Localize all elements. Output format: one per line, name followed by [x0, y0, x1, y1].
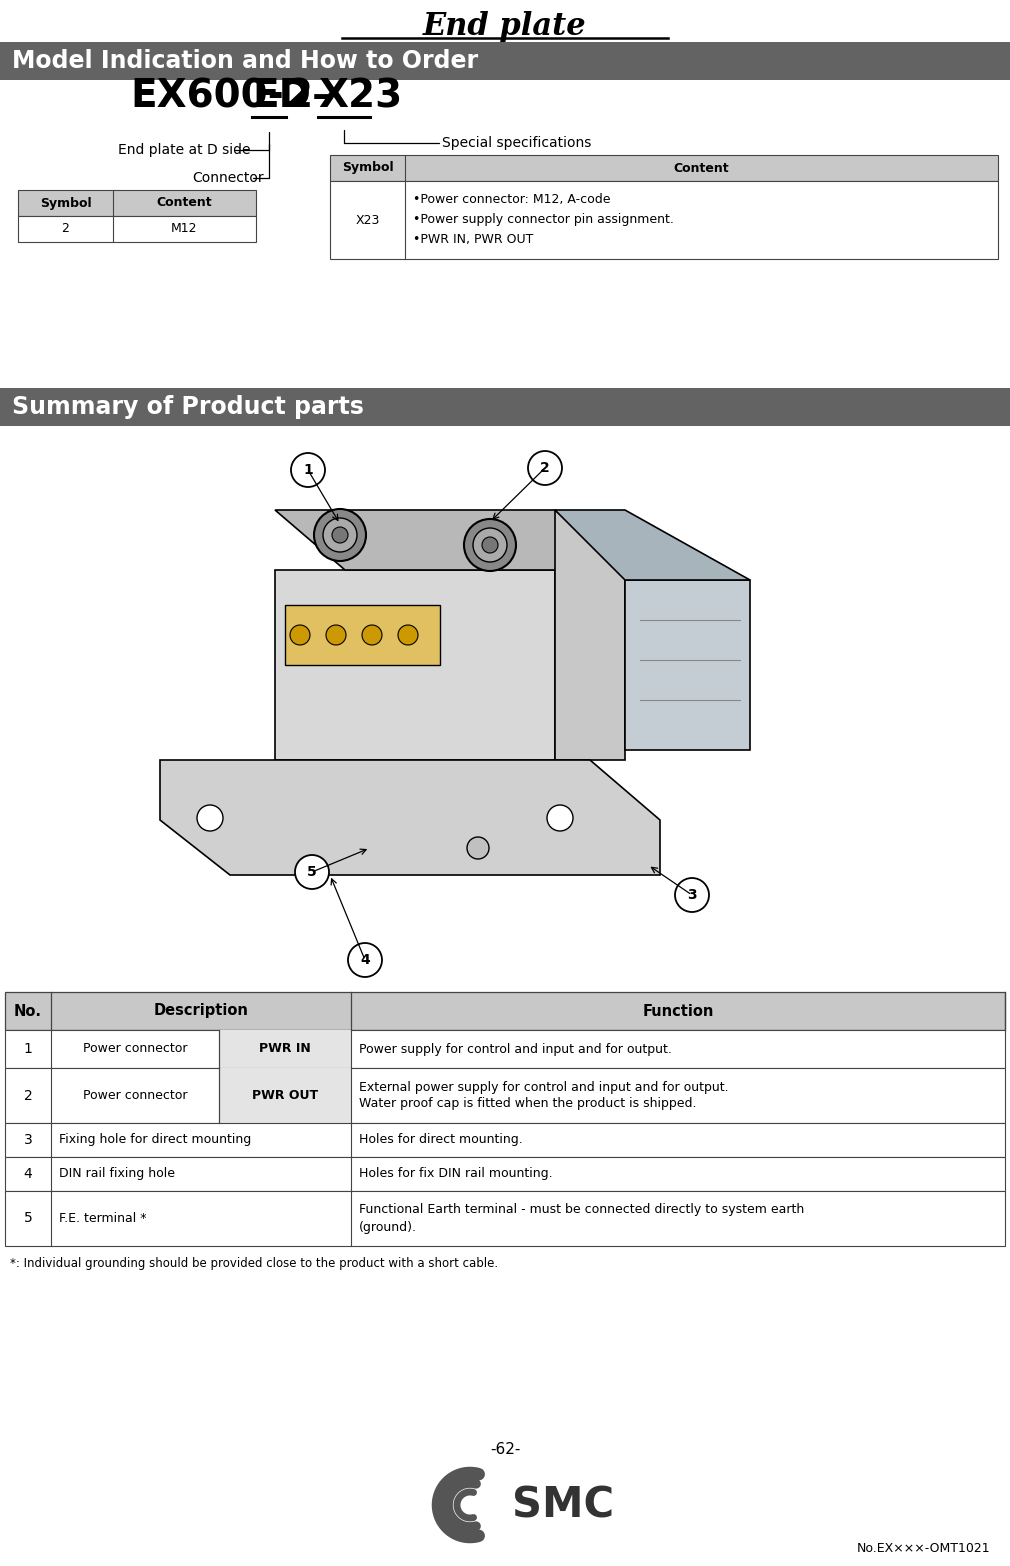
Bar — [5, 1068, 1005, 1123]
Text: 1: 1 — [23, 1041, 32, 1055]
Text: ED: ED — [252, 77, 311, 114]
Bar — [5, 991, 1005, 1030]
Text: 2–: 2– — [286, 77, 332, 114]
Circle shape — [467, 836, 489, 860]
Bar — [330, 155, 998, 182]
Text: *: Individual grounding should be provided close to the product with a short cab: *: Individual grounding should be provid… — [10, 1257, 498, 1270]
Text: 5: 5 — [23, 1212, 32, 1226]
Circle shape — [482, 537, 498, 553]
Bar — [18, 189, 256, 216]
Text: Power supply for control and input and for output.: Power supply for control and input and f… — [359, 1043, 672, 1055]
Bar — [5, 1030, 1005, 1068]
Bar — [0, 42, 1010, 80]
Text: 5: 5 — [307, 864, 317, 879]
Text: M12: M12 — [172, 222, 198, 235]
Text: •Power supply connector pin assignment.: •Power supply connector pin assignment. — [413, 213, 674, 226]
Text: •PWR IN, PWR OUT: •PWR IN, PWR OUT — [413, 232, 533, 246]
Text: 2: 2 — [540, 460, 549, 474]
Text: Description: Description — [154, 1004, 248, 1018]
Text: •Power connector: M12, A-code: •Power connector: M12, A-code — [413, 193, 610, 205]
Circle shape — [290, 625, 310, 645]
Polygon shape — [275, 511, 625, 570]
Circle shape — [398, 625, 418, 645]
Circle shape — [323, 518, 357, 551]
Bar — [0, 388, 1010, 426]
Text: SMC: SMC — [512, 1485, 614, 1525]
Text: End plate at D side: End plate at D side — [118, 143, 250, 157]
Bar — [5, 1157, 1005, 1192]
Polygon shape — [556, 511, 625, 760]
Text: DIN rail fixing hole: DIN rail fixing hole — [59, 1168, 175, 1181]
Text: No.EX×××-OMT1021: No.EX×××-OMT1021 — [856, 1541, 990, 1555]
Circle shape — [332, 528, 348, 543]
Text: Model Indication and How to Order: Model Indication and How to Order — [12, 49, 478, 74]
Text: 3: 3 — [23, 1132, 32, 1146]
Polygon shape — [625, 579, 750, 750]
Text: External power supply for control and input and for output.
Water proof cap is f: External power supply for control and in… — [359, 1081, 728, 1110]
Circle shape — [314, 509, 366, 561]
Text: Holes for direct mounting.: Holes for direct mounting. — [359, 1134, 523, 1146]
Text: 4: 4 — [361, 954, 370, 966]
Text: F.E. terminal *: F.E. terminal * — [59, 1212, 146, 1225]
Text: X23: X23 — [356, 213, 380, 227]
Text: 4: 4 — [23, 1167, 32, 1181]
Text: X23: X23 — [318, 77, 402, 114]
Text: Content: Content — [674, 161, 729, 174]
Circle shape — [473, 528, 507, 562]
Polygon shape — [160, 760, 660, 875]
Circle shape — [348, 943, 382, 977]
Text: 2: 2 — [62, 222, 70, 235]
Circle shape — [197, 805, 223, 832]
Text: Special specifications: Special specifications — [442, 136, 592, 150]
Circle shape — [675, 879, 709, 911]
Text: Holes for fix DIN rail mounting.: Holes for fix DIN rail mounting. — [359, 1168, 552, 1181]
Text: No.: No. — [14, 1004, 42, 1018]
Text: End plate: End plate — [423, 11, 587, 42]
Polygon shape — [285, 604, 440, 666]
Text: Symbol: Symbol — [341, 161, 393, 174]
Text: Content: Content — [157, 196, 212, 210]
Text: -62-: -62- — [490, 1442, 520, 1458]
Text: Function: Function — [642, 1004, 714, 1018]
Text: PWR IN: PWR IN — [260, 1043, 311, 1055]
Text: 3: 3 — [687, 888, 697, 902]
Bar — [5, 1123, 1005, 1157]
Bar — [5, 1192, 1005, 1247]
Text: Functional Earth terminal - must be connected directly to system earth
(ground).: Functional Earth terminal - must be conn… — [359, 1204, 804, 1234]
Polygon shape — [556, 511, 750, 579]
Circle shape — [326, 625, 346, 645]
Bar — [330, 182, 998, 258]
Text: PWR OUT: PWR OUT — [251, 1088, 318, 1102]
Text: Fixing hole for direct mounting: Fixing hole for direct mounting — [59, 1134, 251, 1146]
Text: 2: 2 — [23, 1088, 32, 1102]
Bar — [18, 216, 256, 243]
Text: 1: 1 — [303, 464, 313, 478]
Circle shape — [291, 453, 325, 487]
Text: Symbol: Symbol — [39, 196, 91, 210]
Circle shape — [295, 855, 329, 889]
Circle shape — [547, 805, 573, 832]
Text: EX600-: EX600- — [130, 77, 284, 114]
Circle shape — [528, 451, 562, 485]
Circle shape — [362, 625, 382, 645]
Text: Connector: Connector — [192, 171, 264, 185]
Circle shape — [464, 518, 516, 572]
Text: Power connector: Power connector — [83, 1088, 187, 1102]
Text: Summary of Product parts: Summary of Product parts — [12, 395, 364, 420]
Text: Power connector: Power connector — [83, 1043, 187, 1055]
Polygon shape — [275, 570, 556, 760]
Bar — [219, 1068, 351, 1123]
Bar — [219, 1030, 351, 1068]
